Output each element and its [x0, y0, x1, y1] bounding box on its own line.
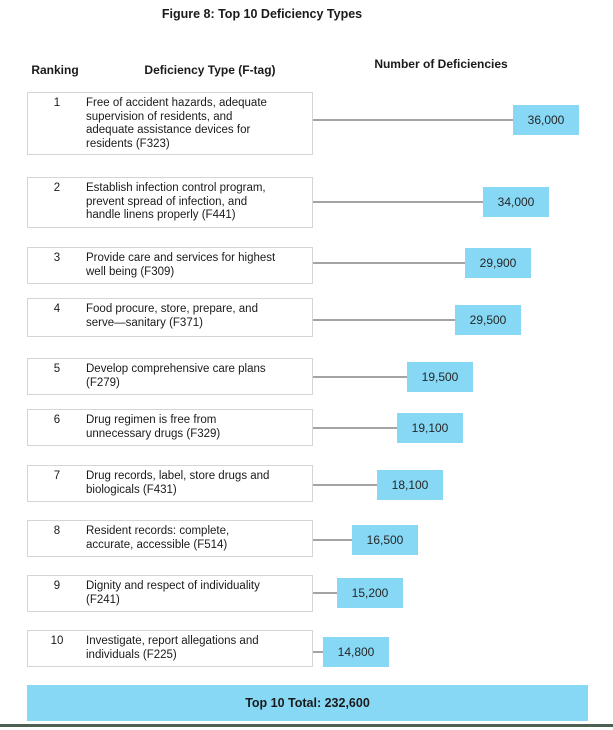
value-box: 15,200 [337, 578, 403, 608]
deficiency-label: Drug regimen is free from unnecessary dr… [86, 414, 221, 440]
bottom-divider [0, 724, 613, 727]
connector-line [313, 651, 327, 653]
connector-line [313, 376, 411, 378]
deficiency-label: Free of accident hazards, adequate super… [86, 97, 267, 150]
column-header-number-of-deficiencies: Number of Deficiencies [374, 57, 508, 71]
value-box: 16,500 [352, 525, 418, 555]
connector-line [313, 592, 341, 594]
rank-cell: 3 [53, 252, 61, 264]
value-box: 18,100 [377, 470, 443, 500]
value-box: 14,800 [323, 637, 389, 667]
value-box: 34,000 [483, 187, 549, 217]
deficiency-label: Provide care and services for highest we… [86, 252, 276, 278]
value-box: 29,500 [455, 305, 521, 335]
deficiency-label: Establish infection control program, pre… [86, 182, 266, 221]
rank-cell: 10 [50, 635, 64, 647]
value-box: 36,000 [513, 105, 579, 135]
deficiency-row: 2 Establish infection control program, pr… [27, 177, 313, 228]
connector-line [313, 484, 381, 486]
connector-line [313, 427, 401, 429]
deficiency-row: 7 Drug records, label, store drugs and bi… [27, 465, 313, 502]
deficiency-label: Drug records, label, store drugs and bio… [86, 470, 270, 496]
column-header-deficiency-type: Deficiency Type (F-tag) [144, 63, 276, 77]
deficiency-label: Food procure, store, prepare, and serve—… [86, 303, 258, 329]
total-label: Top 10 Total: 232,600 [245, 696, 370, 710]
column-header-ranking: Ranking [31, 63, 79, 77]
deficiency-row: 5 Develop comprehensive care plans (F279) [27, 358, 313, 395]
deficiency-label: Resident records: complete, accurate, ac… [86, 525, 230, 551]
value-box: 19,100 [397, 413, 463, 443]
rank-cell: 4 [53, 303, 61, 315]
connector-line [313, 262, 469, 264]
rank-cell: 9 [53, 580, 61, 592]
deficiency-row: 6 Drug regimen is free from unnecessary d… [27, 409, 313, 446]
deficiency-row: 10 Investigate, report allegations and in… [27, 630, 313, 667]
rank-cell: 5 [53, 363, 61, 375]
deficiency-label: Dignity and respect of individuality (F2… [86, 580, 260, 606]
total-banner: Top 10 Total: 232,600 [27, 685, 588, 721]
rank-cell: 2 [53, 182, 61, 194]
deficiency-row: 3 Provide care and services for highest w… [27, 247, 313, 284]
rank-cell: 7 [53, 470, 61, 482]
deficiency-row: 1 Free of accident hazards, adequate supe… [27, 92, 313, 155]
deficiency-row: 8 Resident records: complete, accurate, a… [27, 520, 313, 557]
deficiency-row: 9 Dignity and respect of individuality (F… [27, 575, 313, 612]
connector-line [313, 201, 487, 203]
deficiency-label: Develop comprehensive care plans (F279) [86, 363, 266, 389]
deficiency-label: Investigate, report allegations and indi… [86, 635, 259, 661]
connector-line [313, 119, 517, 121]
value-box: 29,900 [465, 248, 531, 278]
rank-cell: 6 [53, 414, 61, 426]
rank-cell: 1 [53, 97, 61, 109]
figure-title: Figure 8: Top 10 Deficiency Types [161, 7, 363, 21]
value-box: 19,500 [407, 362, 473, 392]
connector-line [313, 319, 459, 321]
rank-cell: 8 [53, 525, 61, 537]
connector-line [313, 539, 356, 541]
deficiency-row: 4 Food procure, store, prepare, and serve… [27, 298, 313, 337]
